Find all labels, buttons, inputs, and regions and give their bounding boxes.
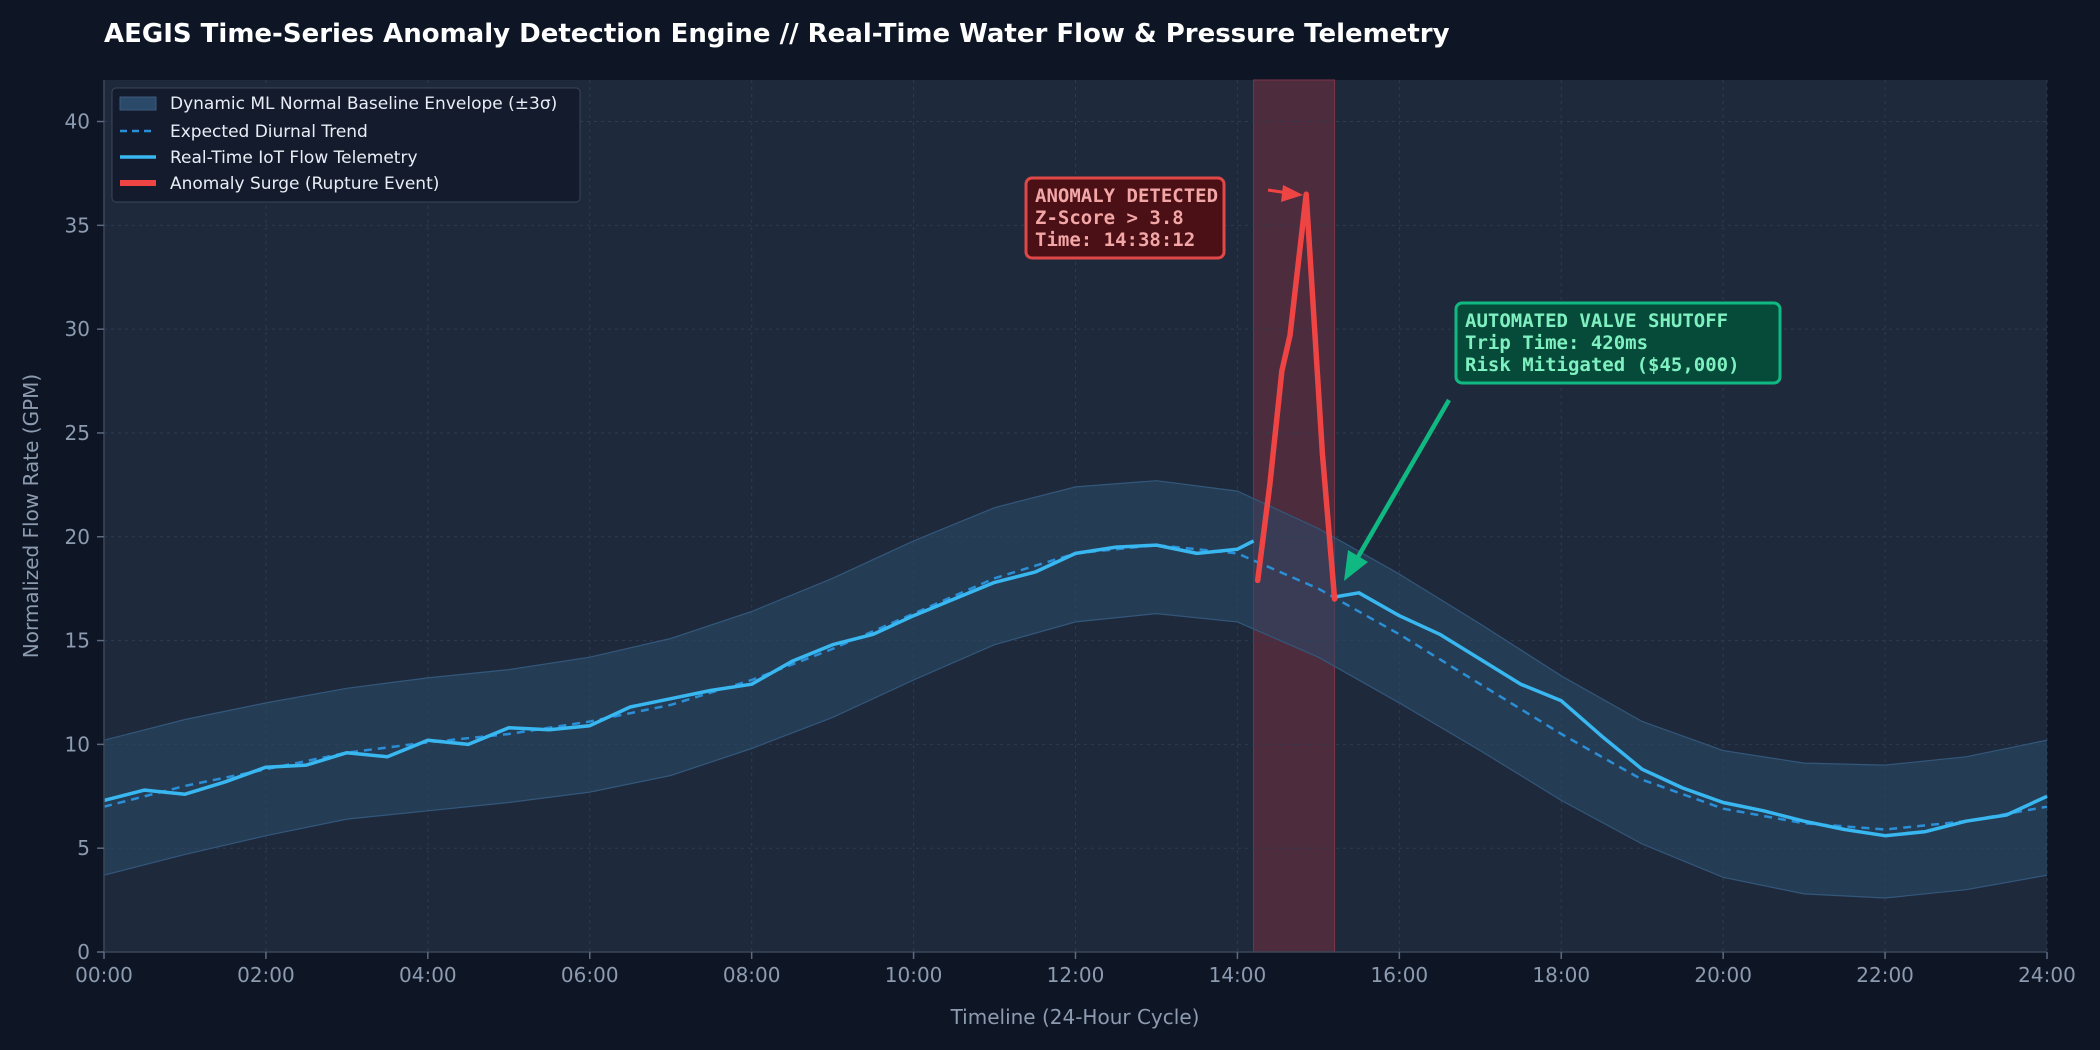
axis-ticks: 00:00 02:00 04:00 06:00 08:00 10:00 12:00 14:00… — [65, 110, 2076, 987]
shutoff-arrow-head — [1344, 550, 1368, 581]
x-tick-label: 06:00 — [561, 963, 619, 987]
x-tick-label: 08:00 — [723, 963, 781, 987]
anomaly-callout-line-3: Time: 14:38:12 — [1035, 229, 1195, 251]
legend-label-envelope: Dynamic ML Normal Baseline Envelope (±3σ… — [170, 94, 557, 114]
y-tick-label: 20 — [65, 525, 90, 549]
envelope-lower-edge — [103, 612, 2048, 899]
chart-title: AEGIS Time-Series Anomaly Detection Engi… — [104, 19, 1450, 49]
telemetry-layer — [103, 539, 2048, 838]
x-tick-label: 02:00 — [237, 963, 295, 987]
shutoff-callout-line-3: Risk Mitigated ($45,000) — [1465, 354, 1740, 376]
telemetry-line-post-shutoff — [1334, 591, 2048, 838]
shutoff-callout-line-1: AUTOMATED VALVE SHUTOFF — [1465, 310, 1728, 332]
anomaly-callout-box — [1024, 176, 1226, 260]
x-tick-label: 10:00 — [885, 963, 943, 987]
x-tick-label: 22:00 — [1856, 963, 1914, 987]
legend-box — [111, 87, 581, 203]
y-tick-label: 5 — [77, 836, 90, 860]
anomaly-callout-line-1: ANOMALY DETECTED — [1035, 185, 1218, 207]
x-tick-label: 16:00 — [1371, 963, 1429, 987]
legend-label-trend: Expected Diurnal Trend — [170, 122, 368, 142]
telemetry-line-pre-anomaly — [103, 539, 1255, 803]
anomaly-annotation: ANOMALY DETECTED Z-Score > 3.8 Time: 14:… — [1024, 176, 1303, 260]
anomaly-surge-line — [1254, 191, 1338, 602]
y-tick-label: 10 — [65, 732, 90, 756]
y-tick-label: 30 — [65, 317, 90, 341]
baseline-envelope-layer — [103, 480, 2048, 899]
legend-label-telemetry: Real-Time IoT Flow Telemetry — [170, 148, 418, 168]
x-tick-label: 00:00 — [75, 963, 133, 987]
y-tick-label: 25 — [65, 421, 90, 445]
x-tick-label: 18:00 — [1532, 963, 1590, 987]
baseline-envelope-band — [104, 480, 2047, 898]
y-tick-label: 15 — [65, 629, 90, 653]
x-tick-label: 20:00 — [1694, 963, 1752, 987]
shutoff-callout-line-2: Trip Time: 420ms — [1465, 332, 1648, 354]
shutoff-annotation: AUTOMATED VALVE SHUTOFF Trip Time: 420ms… — [1344, 301, 1782, 581]
legend-swatch-envelope — [119, 96, 157, 111]
y-axis-label: Normalized Flow Rate (GPM) — [19, 374, 43, 658]
x-tick-label: 14:00 — [1209, 963, 1267, 987]
surge-layer — [1254, 191, 1338, 602]
x-tick-label: 12:00 — [1047, 963, 1105, 987]
shutoff-callout-box — [1454, 301, 1782, 385]
anomaly-arrow-head — [1281, 185, 1303, 202]
legend-label-surge: Anomaly Surge (Rupture Event) — [170, 174, 439, 194]
legend: Dynamic ML Normal Baseline Envelope (±3σ… — [111, 87, 581, 203]
y-tick-label: 35 — [65, 213, 90, 237]
anomaly-callout-line-2: Z-Score > 3.8 — [1035, 207, 1184, 229]
x-tick-label: 24:00 — [2018, 963, 2076, 987]
x-axis-label: Timeline (24-Hour Cycle) — [950, 1005, 1200, 1029]
shutoff-arrow-shaft — [1356, 398, 1451, 559]
x-tick-label: 04:00 — [399, 963, 457, 987]
y-tick-label: 0 — [77, 940, 90, 964]
y-tick-label: 40 — [65, 110, 90, 134]
envelope-upper-edge — [103, 480, 2048, 766]
